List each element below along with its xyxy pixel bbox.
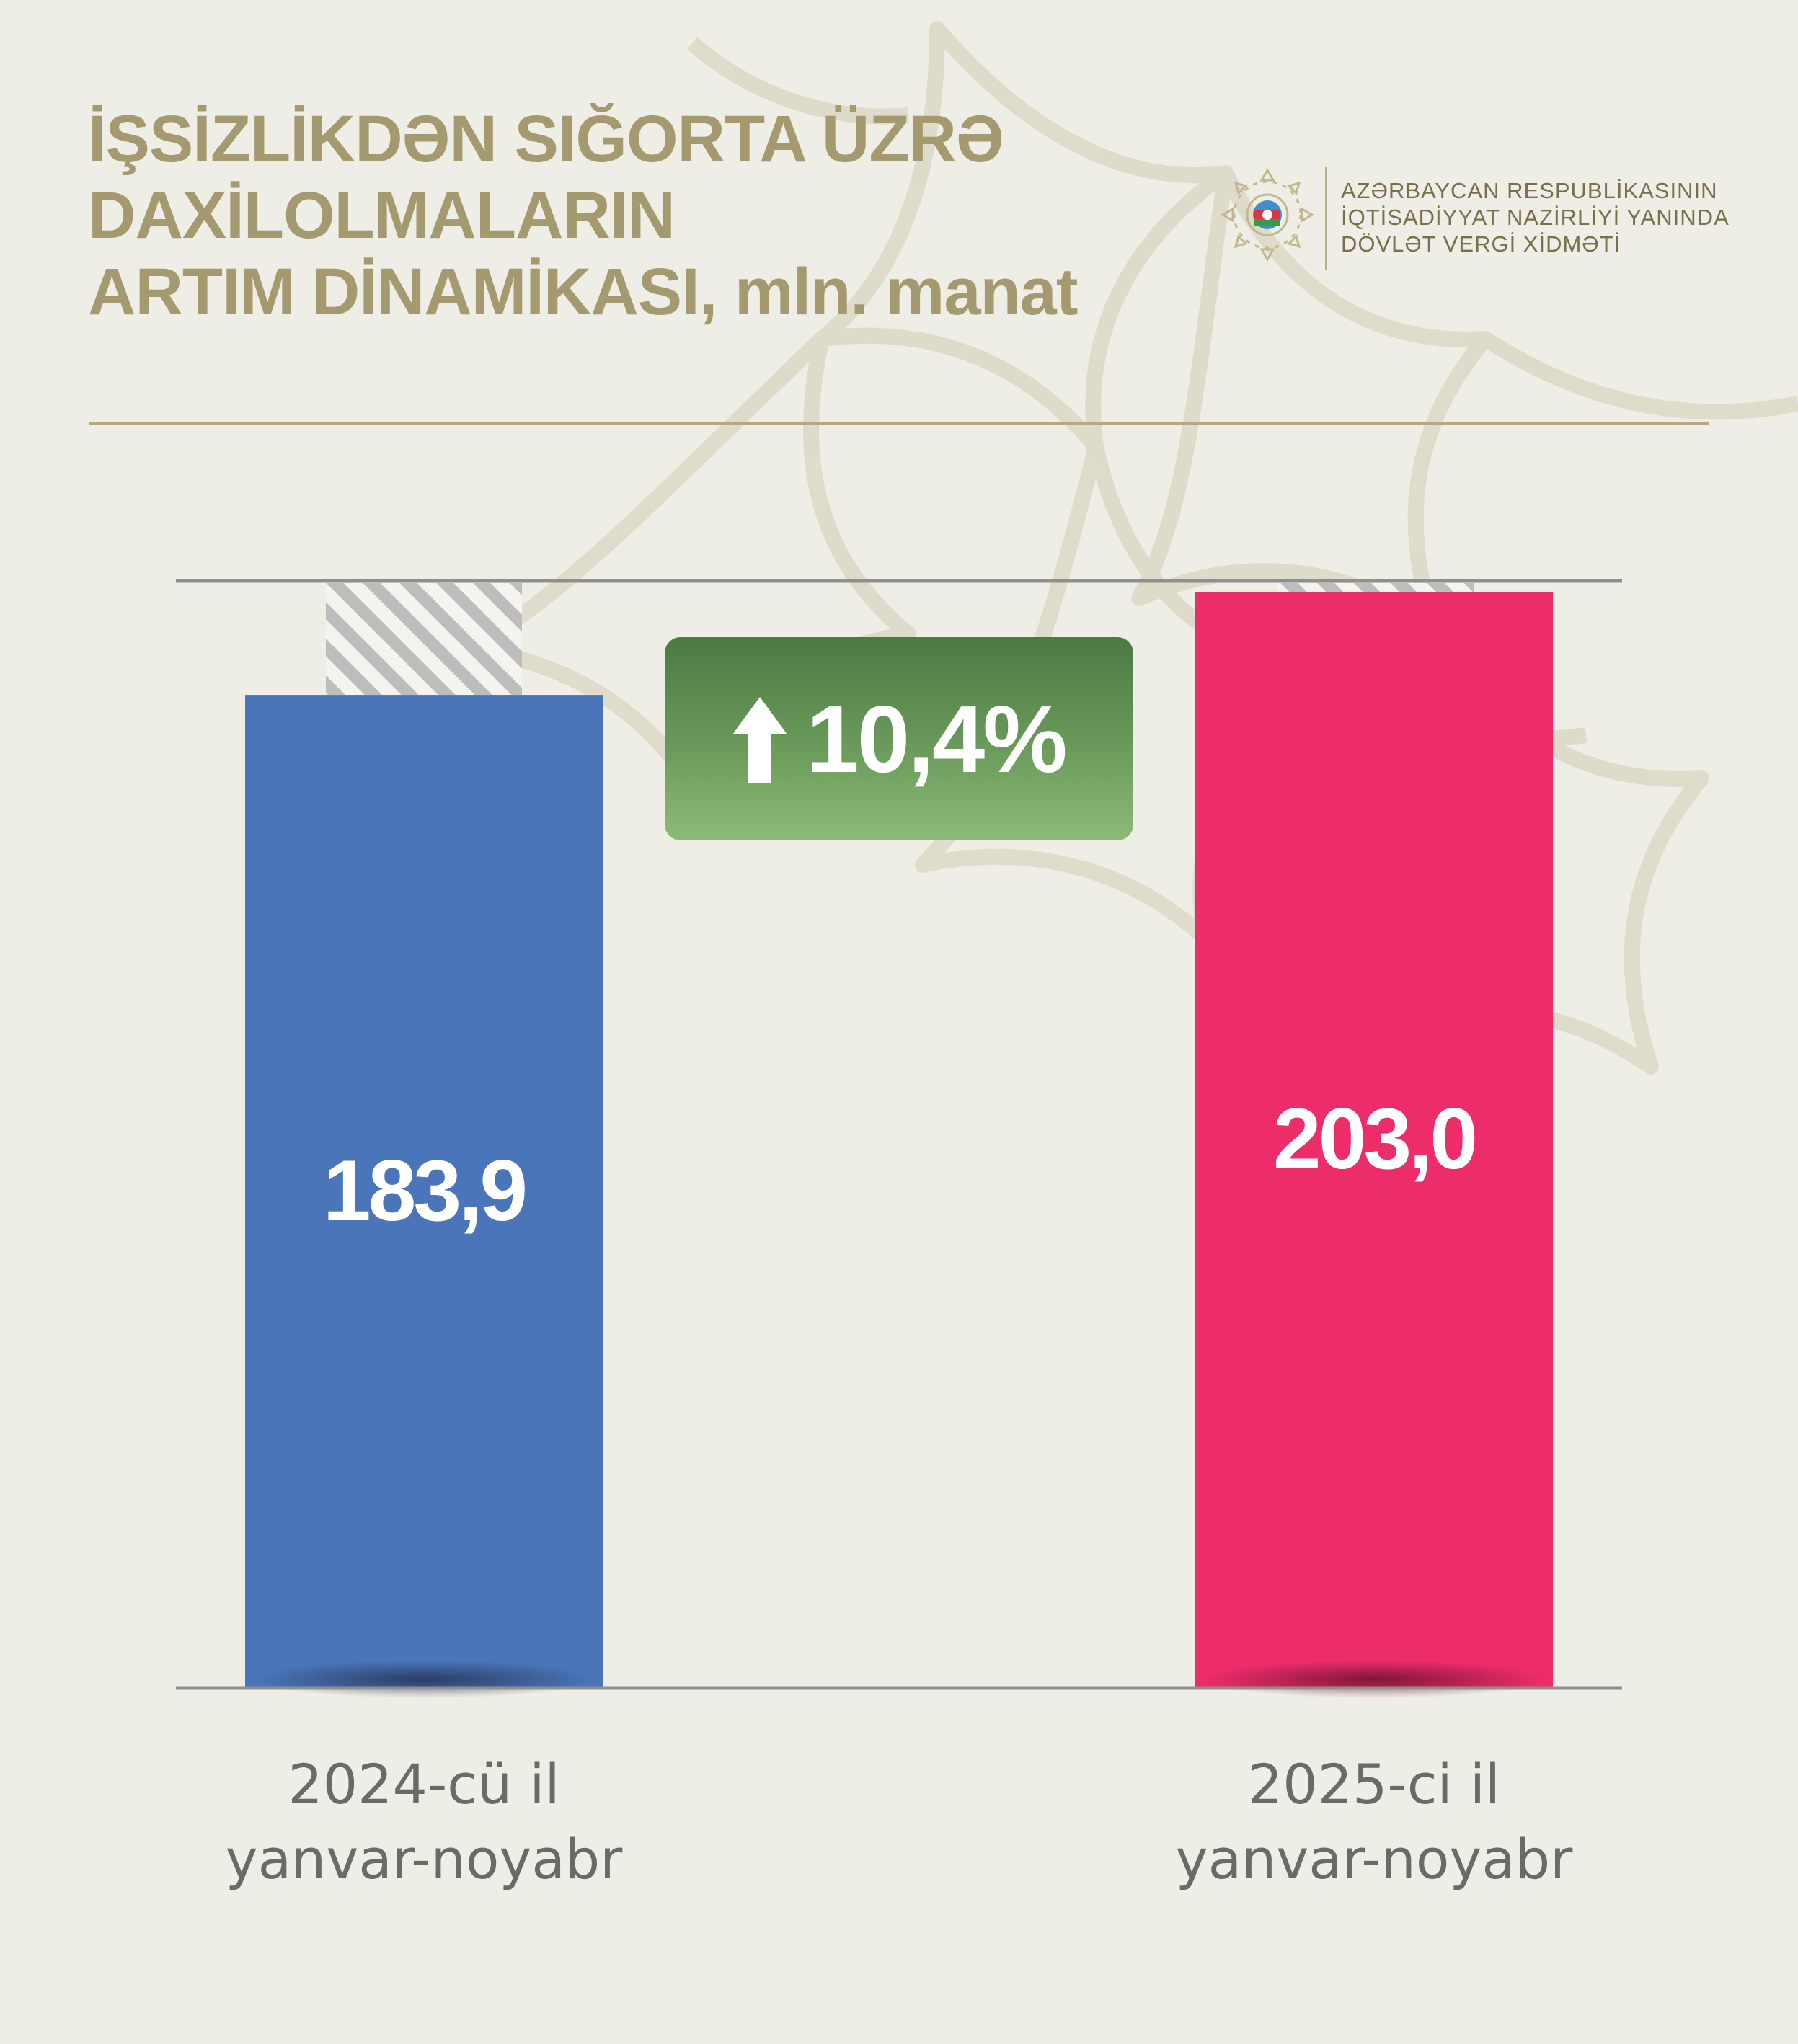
emblem-icon	[1220, 167, 1315, 262]
title-line-1: İŞSİZLİKDƏN SIĞORTA ÜZRƏ	[88, 102, 1004, 176]
category-2024-line-1: 2024-cü il	[288, 1752, 560, 1816]
bar-gap-hatch-2025	[1277, 583, 1474, 592]
logo-line-1: AZƏRBAYCAN RESPUBLİKASININ	[1341, 178, 1718, 203]
bar-value-label-2024: 183,9	[322, 1142, 528, 1240]
bar-value-label-2025: 203,0	[1272, 1090, 1478, 1188]
bar-shadow-2025	[1203, 1661, 1546, 1698]
header-divider	[89, 422, 1709, 425]
tax-service-logo	[1217, 164, 1736, 272]
bar-2024	[245, 695, 603, 1688]
category-label-2025: 2025-ci il yanvar-noyabr	[1122, 1747, 1626, 1897]
logo-divider	[1325, 167, 1327, 270]
logo-line-2: İQTİSADİYYAT NAZİRLİYİ YANINDA	[1341, 205, 1730, 230]
title-line-2: DAXİLOLMALARIN	[88, 179, 676, 252]
logo-text: AZƏRBAYCAN RESPUBLİKASININ İQTİSADİYYAT …	[1341, 177, 1730, 257]
bar-gap-hatch-2024	[326, 583, 522, 696]
growth-badge: 10,4%	[665, 637, 1133, 840]
arrow-up-icon	[732, 697, 788, 783]
logo-line-3: DÖVLƏT VERGİ XİDMƏTİ	[1341, 231, 1621, 257]
chart-title: İŞSİZLİKDƏN SIĞORTA ÜZRƏ DAXİLOLMALARIN …	[88, 101, 1097, 330]
category-2025-line-1: 2025-ci il	[1247, 1752, 1501, 1816]
category-label-2024: 2024-cü il yanvar-noyabr	[172, 1747, 676, 1897]
bar-shadow-2024	[252, 1661, 595, 1698]
growth-percent: 10,4%	[806, 685, 1067, 792]
bar-2025	[1195, 591, 1553, 1688]
category-2024-line-2: yanvar-noyabr	[225, 1827, 623, 1891]
title-line-3: ARTIM DİNAMİKASI, mln. manat	[88, 255, 1078, 329]
category-2025-line-2: yanvar-noyabr	[1175, 1827, 1573, 1891]
